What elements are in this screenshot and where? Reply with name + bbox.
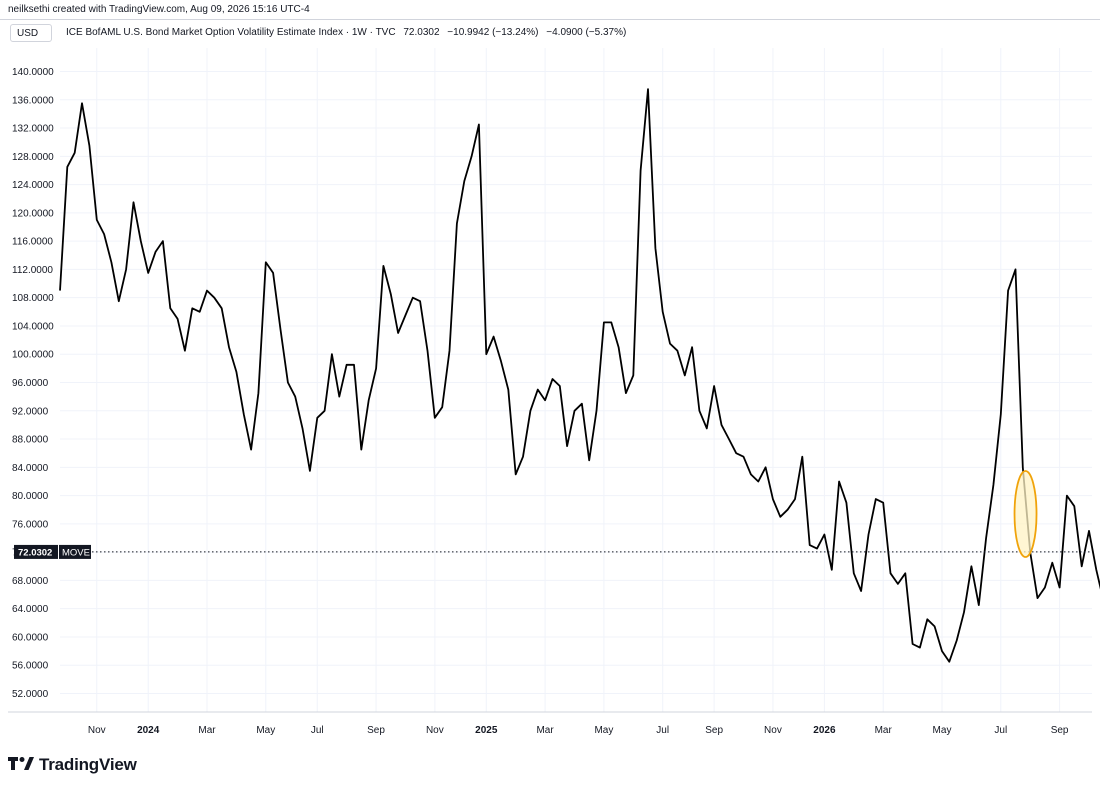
x-tick-label: Sep: [367, 725, 385, 736]
y-tick-label: 136.0000: [12, 95, 54, 106]
x-tick-label: Nov: [764, 725, 782, 736]
overlay-layer: 72.0302 MOVE: [14, 470, 1092, 559]
x-tick-label: 2025: [475, 725, 498, 736]
x-tick-label: Sep: [705, 725, 723, 736]
series-line-move: [59, 88, 1100, 663]
series-layer: [59, 88, 1100, 663]
currency-selector[interactable]: USD: [10, 24, 52, 42]
tradingview-logo[interactable]: TradingView: [8, 755, 137, 775]
y-tick-label: 92.0000: [12, 406, 49, 417]
x-tick-label: May: [594, 725, 613, 736]
y-tick-label: 88.0000: [12, 435, 49, 446]
x-tick-label: Jul: [994, 725, 1007, 736]
x-tick-label: Jul: [656, 725, 669, 736]
y-tick-label: 100.0000: [12, 350, 54, 361]
x-tick-label: Nov: [88, 725, 106, 736]
y-tick-label: 60.0000: [12, 632, 49, 643]
change-text: −10.9942 (−13.24%): [447, 27, 539, 38]
last-value-badge: [14, 544, 58, 559]
x-tick-label: May: [256, 725, 275, 736]
y-tick-label: 52.0000: [12, 689, 49, 700]
y-tick-label: 76.0000: [12, 519, 49, 530]
symbol-legend: ICE BofAML U.S. Bond Market Option Volat…: [66, 27, 631, 38]
axis-labels: 140.0000 136.0000 132.0000 128.0000 124.0000…: [12, 67, 1069, 736]
y-tick-label: 56.0000: [12, 661, 49, 672]
x-tick-label: Mar: [875, 725, 893, 736]
y-tick-label: 140.0000: [12, 67, 54, 78]
price-chart[interactable]: 140.0000 136.0000 132.0000 128.0000 124.0000…: [0, 0, 1100, 750]
x-tick-label: 2026: [813, 725, 836, 736]
header-divider: [0, 19, 1100, 20]
y-tick-label: 128.0000: [12, 152, 54, 163]
x-tick-label: Jul: [311, 725, 324, 736]
y-tick-label: 104.0000: [12, 321, 54, 332]
tradingview-wordmark: TradingView: [39, 755, 137, 774]
attribution-text: neilksethi created with TradingView.com,…: [8, 4, 310, 15]
last-value-text: 72.0302: [403, 27, 440, 38]
x-tick-label: May: [933, 725, 952, 736]
last-value-label: 72.0302: [18, 547, 52, 558]
tradingview-logo-icon: [8, 757, 34, 770]
y-tick-label: 120.0000: [12, 208, 54, 219]
symbol-title: ICE BofAML U.S. Bond Market Option Volat…: [66, 27, 396, 38]
x-tick-label: Mar: [536, 725, 554, 736]
y-tick-label: 80.0000: [12, 491, 49, 502]
y-tick-label: 64.0000: [12, 604, 49, 615]
series-tag-badge: [59, 544, 91, 559]
change-prev-text: −4.0900 (−5.37%): [546, 27, 627, 38]
y-tick-label: 112.0000: [12, 265, 53, 276]
y-tick-label: 116.0000: [12, 237, 53, 248]
y-tick-label: 68.0000: [12, 576, 49, 587]
grid-lines: [8, 48, 1092, 713]
x-tick-label: Nov: [426, 725, 444, 736]
y-tick-label: 108.0000: [12, 293, 54, 304]
highlight-ellipse: [1013, 470, 1038, 558]
y-tick-label: 124.0000: [12, 180, 54, 191]
y-tick-label: 84.0000: [12, 463, 49, 474]
y-tick-label: 132.0000: [12, 124, 54, 135]
x-tick-label: 2024: [137, 725, 160, 736]
series-tag-label: MOVE: [62, 547, 90, 558]
y-tick-label: 96.0000: [12, 378, 49, 389]
x-tick-label: Mar: [198, 725, 216, 736]
x-tick-label: Sep: [1051, 725, 1069, 736]
